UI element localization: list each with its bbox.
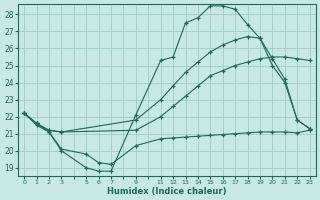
X-axis label: Humidex (Indice chaleur): Humidex (Indice chaleur) [107, 187, 227, 196]
